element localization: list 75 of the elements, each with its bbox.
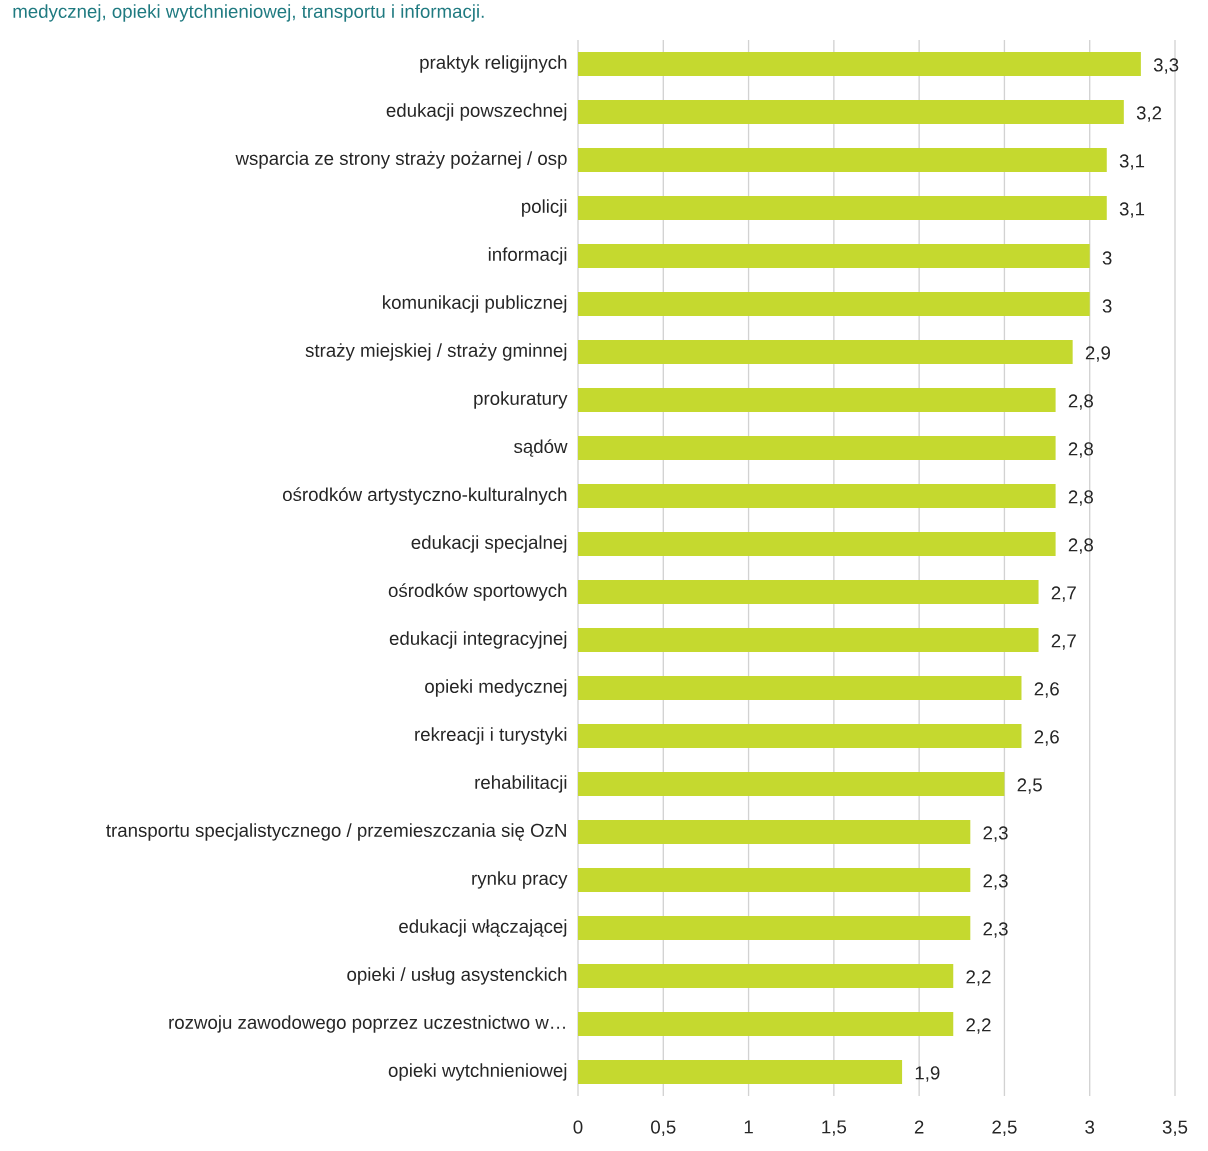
bar xyxy=(578,484,1056,508)
y-tick-label: edukacji specjalnej xyxy=(411,535,567,553)
y-tick-label: opieki / usług asystenckich xyxy=(347,967,567,985)
y-tick-label: sądów xyxy=(514,439,568,457)
y-tick-label: komunikacji publicznej xyxy=(383,295,567,313)
data-label: 3,2 xyxy=(1136,106,1162,122)
data-label: 2,6 xyxy=(1034,682,1059,698)
y-tick-label: edukacji włączającej xyxy=(399,919,567,937)
bar xyxy=(578,52,1141,76)
text: medycznej, opieki wytchnieniowej, transportu i informacji. xyxy=(13,4,484,22)
y-tick-label: policji xyxy=(522,199,567,217)
bar xyxy=(578,291,1090,316)
bar xyxy=(578,243,1090,268)
bar xyxy=(578,531,1056,556)
data-label: 2,7 xyxy=(1051,586,1076,602)
data-label: 1,9 xyxy=(915,1066,940,1082)
data-label: 2,5 xyxy=(1017,778,1042,794)
bar xyxy=(578,99,1124,124)
data-label: 2,3 xyxy=(983,826,1008,842)
data-label: 3,3 xyxy=(1153,58,1179,74)
data-label: 2,3 xyxy=(983,922,1008,938)
bar xyxy=(578,675,1022,700)
y-tick-label: prokuratury xyxy=(474,391,568,409)
data-label: 2,8 xyxy=(1068,538,1094,554)
x-tick-label: 1,5 xyxy=(822,1120,847,1136)
y-tick-label: straży miejskiej / straży gminnej xyxy=(305,343,567,361)
y-tick-label: edukacji integracyjnej xyxy=(389,631,567,649)
bar xyxy=(578,819,971,844)
y-tick-label: rozwoju zawodowego poprzez uczestnictwo w… xyxy=(169,1015,565,1033)
y-tick-label: ośrodków artystyczno-kulturalnych xyxy=(282,487,567,505)
x-tick-label: 2,5 xyxy=(992,1120,1017,1136)
bar xyxy=(578,1060,903,1084)
bar xyxy=(578,580,1039,604)
bar xyxy=(578,628,1039,652)
bar xyxy=(578,963,954,988)
x-tick-label: 0,5 xyxy=(651,1120,676,1136)
data-label: 2,3 xyxy=(983,874,1008,890)
data-label: 3 xyxy=(1102,251,1112,265)
x-tick-label: 1 xyxy=(744,1120,753,1134)
data-label: 2,9 xyxy=(1085,346,1110,362)
data-label: 3,1 xyxy=(1119,202,1145,218)
x-tick-label: 3,5 xyxy=(1162,1120,1188,1136)
x-tick-label: 0 xyxy=(573,1120,583,1134)
data-label: 2,8 xyxy=(1068,490,1094,506)
data-label: 2,8 xyxy=(1068,442,1094,458)
y-tick-label: rynku pracy xyxy=(472,871,568,889)
y-tick-label: informacji xyxy=(488,247,567,265)
data-label: 2,7 xyxy=(1051,634,1076,650)
y-tick-label: opieki wytchnieniowej xyxy=(388,1063,567,1081)
bar xyxy=(578,147,1107,172)
y-tick-label: rekreacji i turystyki xyxy=(415,727,567,745)
x-tick-label: 2 xyxy=(914,1120,924,1134)
data-label: 2,2 xyxy=(966,1018,991,1034)
bar xyxy=(578,724,1022,748)
bar xyxy=(578,196,1107,220)
x-tick-label: 3 xyxy=(1085,1120,1095,1134)
bar xyxy=(578,1012,954,1036)
y-tick-label: wsparcia ze strony straży pożarnej / osp xyxy=(235,151,567,169)
data-label: 2,6 xyxy=(1034,730,1059,746)
y-tick-label: edukacji powszechnej xyxy=(386,103,567,121)
bar xyxy=(578,387,1056,412)
bar xyxy=(578,916,971,940)
data-label: 2,8 xyxy=(1068,394,1094,410)
bar xyxy=(578,868,971,892)
bar xyxy=(578,436,1056,460)
data-label: 3 xyxy=(1102,299,1112,313)
bar xyxy=(578,772,1005,796)
y-tick-label: praktyk religijnych xyxy=(420,55,567,73)
data-label: 2,2 xyxy=(966,970,991,986)
y-tick-label: ośrodków sportowych xyxy=(388,583,567,601)
bar xyxy=(578,340,1073,364)
y-tick-label: rehabilitacji xyxy=(475,775,567,793)
y-tick-label: opieki medycznej xyxy=(425,679,567,697)
data-label: 3,1 xyxy=(1119,154,1145,170)
y-tick-label: transportu specjalistycznego / przemieszczania się OzN xyxy=(106,823,566,841)
